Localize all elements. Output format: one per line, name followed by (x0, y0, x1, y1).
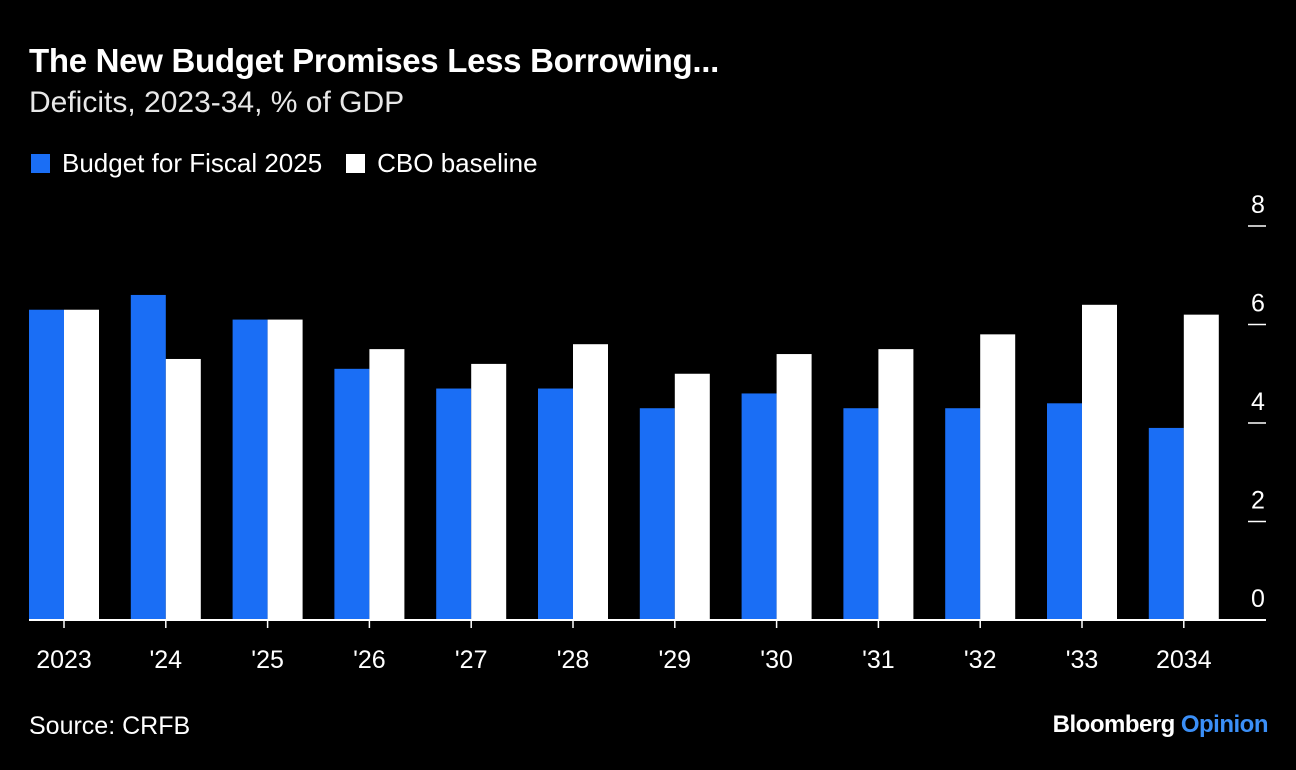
legend: Budget for Fiscal 2025 CBO baseline (31, 148, 562, 179)
legend-item-cbo: CBO baseline (346, 148, 538, 179)
bar-budget-5 (538, 388, 573, 620)
legend-swatch-budget (31, 154, 50, 173)
bar-budget-9 (945, 408, 981, 620)
bar-cbo-7 (776, 354, 812, 620)
chart-title: The New Budget Promises Less Borrowing..… (29, 42, 719, 79)
bar-budget-8 (843, 408, 879, 620)
bar-budget-10 (1047, 403, 1082, 620)
legend-swatch-cbo (346, 154, 366, 173)
x-tick-label-11: 2034 (1156, 646, 1212, 674)
x-tick-label-6: '29 (659, 646, 692, 674)
bar-budget-11 (1148, 427, 1184, 620)
bar-cbo-9 (980, 334, 1016, 620)
bar-budget-2 (232, 319, 268, 620)
bar-cbo-8 (878, 349, 914, 620)
x-tick-label-10: '33 (1066, 646, 1099, 674)
y-tick-label-0: 0 (1251, 585, 1265, 613)
bar-cbo-10 (1082, 304, 1117, 620)
x-tick-label-8: '31 (862, 646, 895, 674)
brand-secondary: Opinion (1180, 711, 1269, 738)
bar-cbo-2 (267, 319, 303, 620)
bar-cbo-0 (64, 309, 99, 620)
bar-budget-4 (436, 388, 472, 620)
x-tick-label-1: '24 (150, 646, 183, 674)
bar-budget-6 (639, 408, 675, 620)
x-tick-label-5: '28 (557, 646, 590, 674)
bar-cbo-1 (165, 358, 201, 620)
legend-item-budget: Budget for Fiscal 2025 (31, 148, 322, 179)
x-tick-label-3: '26 (353, 646, 386, 674)
x-tick-label-4: '27 (455, 646, 488, 674)
y-tick-label-4: 8 (1251, 191, 1265, 219)
bar-cbo-3 (369, 349, 405, 620)
y-tick-label-2: 4 (1251, 388, 1265, 416)
brand-logo: Bloomberg Opinion (1052, 711, 1269, 739)
brand-primary: Bloomberg (1052, 711, 1176, 738)
bar-budget-0 (29, 309, 64, 620)
source-note: Source: CRFB (29, 712, 191, 740)
y-tick-label-3: 6 (1251, 290, 1265, 318)
bar-cbo-6 (674, 373, 710, 620)
bar-budget-1 (130, 294, 166, 620)
legend-label-cbo: CBO baseline (377, 148, 538, 178)
x-tick-label-9: '32 (964, 646, 997, 674)
x-tick-label-2: '25 (251, 646, 284, 674)
y-tick-label-1: 2 (1251, 487, 1265, 515)
bar-budget-3 (334, 368, 370, 620)
x-tick-label-7: '30 (760, 646, 793, 674)
chart-subtitle: Deficits, 2023-34, % of GDP (29, 86, 405, 119)
bar-budget-7 (741, 393, 777, 620)
x-tick-label-0: 2023 (36, 646, 92, 674)
bar-cbo-5 (573, 344, 608, 620)
bar-cbo-11 (1183, 314, 1219, 620)
legend-label-budget: Budget for Fiscal 2025 (62, 148, 323, 178)
bar-cbo-4 (471, 363, 507, 620)
